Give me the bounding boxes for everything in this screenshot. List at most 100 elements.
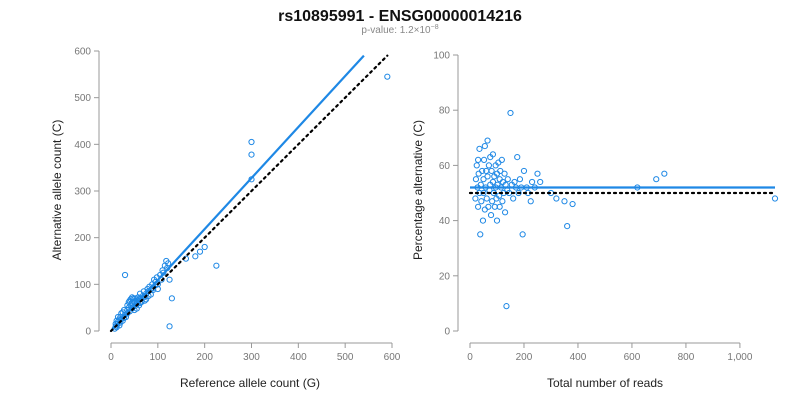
y-tick-label: 300: [74, 187, 91, 198]
x-tick-label: 500: [337, 352, 354, 363]
data-point: [166, 276, 173, 283]
data-point: [166, 323, 173, 330]
data-point: [118, 310, 125, 317]
data-point: [124, 302, 131, 309]
data-point: [474, 203, 482, 210]
x-tick-label: 300: [243, 352, 260, 363]
y-tick-label: 400: [74, 140, 91, 151]
x-tick-label: 100: [149, 352, 166, 363]
data-point: [503, 303, 510, 310]
data-point: [476, 145, 483, 152]
chart-subtitle: p-value: 1.2×10−8: [361, 24, 438, 36]
data-point: [165, 260, 172, 267]
x-tick-label: 600: [624, 352, 641, 363]
chart-title: rs10895991 - ENSG00000014216: [278, 8, 522, 25]
data-point: [528, 178, 536, 186]
data-point: [474, 156, 482, 163]
y-tick-label: 100: [74, 280, 91, 291]
data-point: [496, 176, 503, 183]
data-point: [771, 195, 779, 202]
allele-count-scatter-panel: Reference allele count (G) Alternative a…: [50, 47, 401, 391]
data-point: [561, 198, 568, 205]
data-point: [485, 162, 492, 169]
data-point: [514, 154, 521, 161]
data-point: [511, 178, 518, 186]
data-point: [472, 195, 479, 202]
data-point: [384, 73, 391, 80]
y-axis-label: Alternative allele count (C): [50, 120, 64, 261]
y-tick-label: 0: [85, 327, 91, 338]
data-point: [489, 198, 496, 205]
reference-line: [109, 54, 389, 333]
data-point: [520, 167, 528, 175]
y-tick-label: 600: [74, 47, 91, 58]
data-point: [481, 206, 488, 213]
data-point: [496, 203, 503, 210]
x-tick-label: 200: [516, 352, 533, 363]
data-point: [501, 209, 509, 216]
data-point: [196, 248, 204, 255]
data-point: [516, 176, 524, 183]
y-tick-label: 40: [439, 216, 451, 227]
data-point: [248, 151, 255, 158]
x-tick-label: 600: [384, 352, 401, 363]
data-point: [479, 167, 486, 175]
y-tick-label: 20: [439, 271, 451, 282]
data-point: [487, 211, 495, 219]
data-point: [478, 198, 485, 205]
x-axis-label: Reference allele count (G): [180, 376, 320, 390]
x-axis-label: Total number of reads: [547, 376, 663, 390]
subtitle-text: p-value: 1.2×10: [361, 25, 431, 36]
x-tick-label: 400: [290, 352, 307, 363]
data-point: [473, 162, 480, 169]
data-point: [481, 142, 488, 150]
data-point: [489, 178, 497, 186]
percentage-scatter-panel: Total number of reads Percentage alterna…: [411, 51, 779, 390]
data-point: [472, 176, 480, 183]
data-point: [121, 271, 129, 279]
y-axis-label: Percentage alternative (C): [411, 120, 425, 260]
data-point: [114, 313, 122, 321]
x-tick-label: 400: [570, 352, 587, 363]
data-point: [504, 176, 511, 183]
data-point: [201, 243, 208, 251]
data-point: [488, 167, 495, 175]
data-point: [475, 170, 482, 177]
data-point: [515, 189, 522, 197]
data-point: [248, 138, 255, 146]
data-point: [653, 176, 660, 183]
data-point: [537, 178, 544, 186]
data-point: [498, 156, 505, 163]
y-tick-label: 60: [439, 161, 451, 172]
data-point: [497, 167, 504, 175]
data-point: [485, 203, 492, 210]
data-point: [480, 189, 487, 197]
data-point: [477, 231, 484, 238]
x-tick-label: 200: [196, 352, 213, 363]
data-point: [534, 170, 541, 177]
y-tick-label: 100: [433, 51, 450, 62]
data-point: [519, 231, 526, 238]
data-point: [150, 286, 157, 294]
data-point: [480, 176, 487, 183]
x-tick-label: 0: [108, 352, 114, 363]
data-point: [507, 109, 514, 117]
x-tick-label: 1,000: [727, 352, 752, 363]
y-tick-label: 0: [444, 327, 450, 338]
data-point: [510, 195, 517, 202]
fit-line: [110, 54, 365, 332]
x-tick-label: 800: [678, 352, 695, 363]
data-point: [484, 173, 491, 180]
data-point: [553, 195, 560, 202]
data-point: [213, 262, 220, 269]
data-point: [527, 198, 534, 205]
y-tick-label: 80: [439, 106, 451, 117]
data-point: [499, 198, 506, 205]
data-point: [569, 200, 576, 208]
y-tick-label: 500: [74, 93, 91, 104]
y-tick-label: 200: [74, 233, 91, 244]
x-tick-label: 0: [467, 352, 473, 363]
subtitle-exponent: −8: [431, 24, 439, 31]
data-point: [661, 170, 668, 177]
